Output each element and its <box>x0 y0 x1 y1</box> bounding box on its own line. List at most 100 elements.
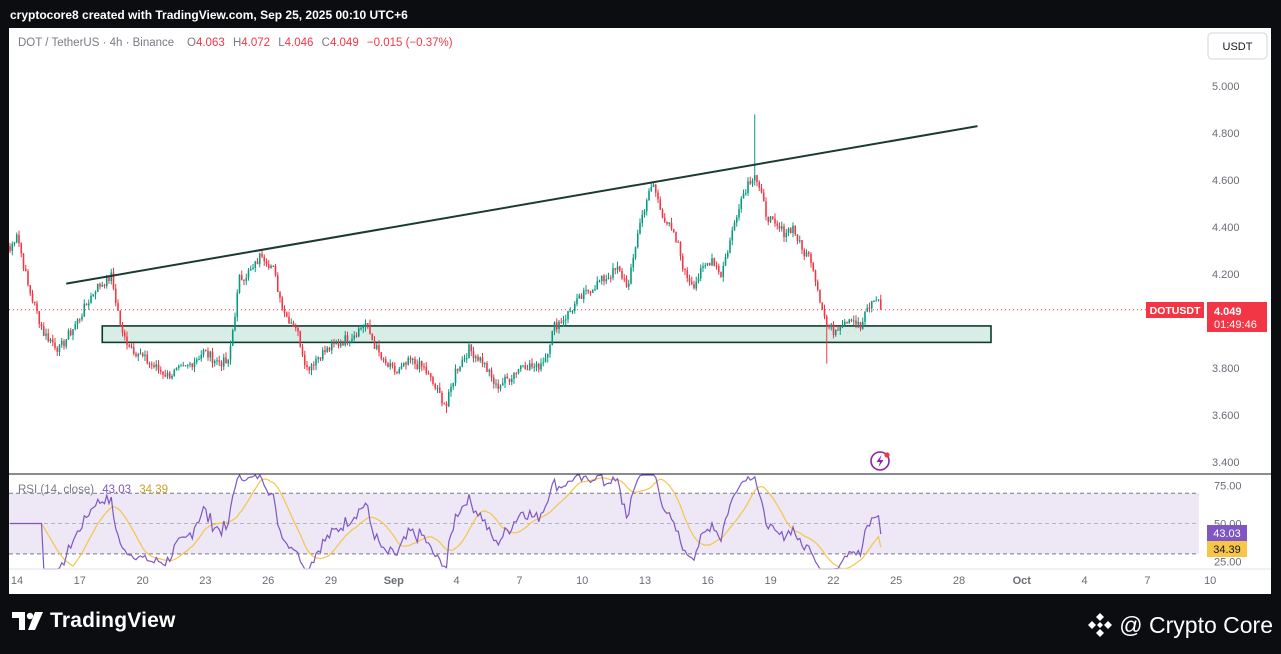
candle-body <box>558 321 560 330</box>
chart-frame[interactable]: 75.00 50.00 25.00 5.000 4.800 4.600 4.400 4.20… <box>9 28 1271 594</box>
candle-body <box>848 319 851 323</box>
price-tick-label: 5.000 <box>1212 81 1240 93</box>
candle-body <box>45 333 47 336</box>
candle-body <box>513 373 515 379</box>
candle-body <box>229 345 232 360</box>
candle-body <box>74 324 77 330</box>
candle-body <box>648 190 650 201</box>
candle-body <box>119 310 122 325</box>
candle-body <box>117 302 119 311</box>
legend-h-value: 4.072 <box>241 37 270 49</box>
time-tick-label: Sep <box>384 575 404 587</box>
candle-body <box>663 217 666 222</box>
currency-button-label[interactable]: USDT <box>1223 41 1253 53</box>
candle-body <box>472 351 475 359</box>
candle-body <box>58 344 61 352</box>
candle-body <box>850 319 853 321</box>
candle-body <box>733 222 736 231</box>
candle-body <box>252 267 254 270</box>
time-tick-label: 19 <box>764 575 776 587</box>
candle-body <box>265 261 268 265</box>
candle-body <box>704 265 707 267</box>
candle-body <box>261 253 263 257</box>
candle-body <box>36 303 38 312</box>
candle-body <box>315 359 317 366</box>
candle-body <box>364 323 367 327</box>
candle-body <box>99 283 101 287</box>
candle-body <box>402 362 405 366</box>
price-tick-label: 4.800 <box>1212 128 1240 140</box>
candle-body <box>184 365 187 367</box>
candle-body <box>409 357 412 360</box>
candle-body <box>627 283 630 287</box>
candle-body <box>834 329 837 335</box>
candle-body <box>465 358 468 360</box>
rsi-ma-tag: 34.39 <box>1207 541 1247 557</box>
candle-body <box>722 265 725 277</box>
candle-body <box>101 284 104 287</box>
lightning-alert-icon[interactable] <box>870 451 890 471</box>
time-tick-label: 22 <box>827 575 839 587</box>
candle-body <box>713 258 716 266</box>
candle-body <box>337 343 340 346</box>
candle-body <box>123 332 126 337</box>
candle-body <box>711 258 713 266</box>
currency-button[interactable]: USDT <box>1207 32 1268 60</box>
candle-body <box>78 319 81 321</box>
candle-body <box>666 221 668 224</box>
rsi-legend-name: RSI (14, close) <box>18 484 94 496</box>
candle-body <box>618 266 621 271</box>
candle-body <box>398 368 401 373</box>
candle-body <box>569 310 572 312</box>
candle-body <box>393 365 396 373</box>
candle-body <box>166 372 169 377</box>
candle-body <box>582 290 585 299</box>
candle-body <box>740 198 743 210</box>
candle-body <box>447 391 450 407</box>
candle-body <box>603 275 605 282</box>
candle-body <box>270 265 272 269</box>
candle-body <box>823 309 826 317</box>
candle-body <box>180 365 182 367</box>
candle-body <box>535 364 538 367</box>
candle-body <box>661 209 664 218</box>
candle-body <box>639 223 641 234</box>
candle-body <box>690 281 693 284</box>
candle-body <box>204 349 207 351</box>
support-zone-layer <box>101 325 992 344</box>
candle-body <box>137 354 140 357</box>
tradingview-logo[interactable]: TradingView <box>12 608 176 634</box>
candle-body <box>567 311 569 320</box>
candle-body <box>83 303 86 317</box>
price-tag-symbol: DOTUSDT <box>1150 305 1201 317</box>
rsi-tick-label: 75.00 <box>1214 481 1242 493</box>
candle-body <box>195 359 198 362</box>
time-tick-label: 25 <box>890 575 902 587</box>
candle-body <box>335 343 338 345</box>
candle-body <box>600 275 603 282</box>
candle-body <box>598 281 601 283</box>
candle-body <box>571 310 574 312</box>
candle-body <box>65 339 68 347</box>
candle-body <box>369 324 371 334</box>
overlay-layer <box>9 125 1199 311</box>
candle-body <box>630 267 632 284</box>
candle-body <box>213 361 216 364</box>
time-tick-label: 4 <box>1082 575 1088 587</box>
candle-body <box>353 335 356 339</box>
credit-text: cryptocore8 created with TradingView.com… <box>10 8 408 22</box>
candle-body <box>69 330 72 336</box>
candle-body <box>468 344 470 359</box>
time-tick-label: 10 <box>576 575 588 587</box>
candle-body <box>699 268 702 279</box>
bottom-bar: TradingView @ Crypto Core <box>0 596 1281 654</box>
candle-body <box>378 345 380 353</box>
candle-body <box>357 328 360 337</box>
candle-body <box>150 364 153 366</box>
candle-body <box>310 364 313 371</box>
candle-body <box>576 298 578 304</box>
candle-body <box>684 269 686 271</box>
price-tick-label: 3.400 <box>1212 457 1240 469</box>
